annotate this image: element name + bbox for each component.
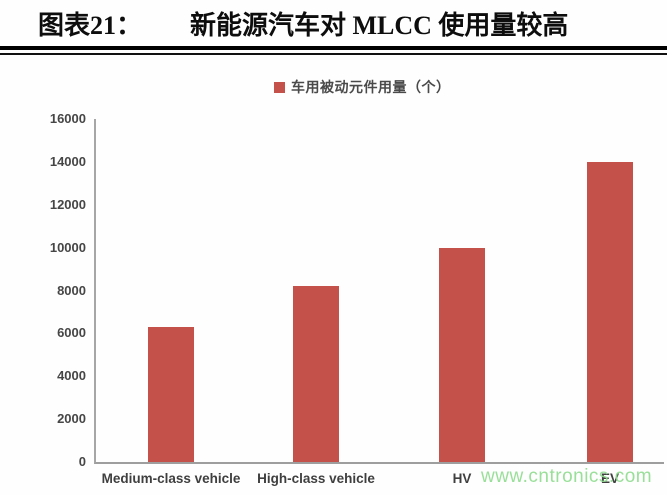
y-tick-label: 10000 [49,239,86,255]
x-axis-labels: Medium-class vehicle High-class vehicle HV… [96,471,664,493]
y-axis-ticks: 0 2000 4000 6000 8000 10000 12000 14000 16000 [0,111,86,469]
y-tick-label: 6000 [57,325,86,341]
y-tick-label: 16000 [49,111,86,126]
figure-number-label: 图表21： [38,11,143,40]
y-tick-label: 8000 [57,282,86,298]
legend-series-label: 车用被动元件用量（个） [291,79,451,95]
bar [148,326,194,462]
bar [293,286,339,462]
y-tick-label: 0 [78,454,86,469]
figure-title: 新能源汽车对 MLCC 使用量较高 [190,11,569,40]
y-tick-label: 12000 [49,196,86,212]
bar [587,161,633,462]
chart-legend: 车用被动元件用量（个） [274,77,451,97]
title-divider-thick [0,46,667,50]
y-tick-label: 14000 [49,153,86,169]
bar [439,247,485,462]
x-category-label: EV [600,471,620,486]
x-category-label: HV [452,471,472,486]
x-category-label: High-class vehicle [257,471,375,486]
title-divider-thin [0,53,667,55]
watermark-text: www.cntronics.com [481,466,653,487]
x-category-label: Medium-class vehicle [101,471,241,486]
plot-area [94,119,664,464]
y-tick-label: 2000 [57,411,86,427]
legend-marker-square [274,81,285,93]
y-tick-label: 4000 [57,368,86,384]
